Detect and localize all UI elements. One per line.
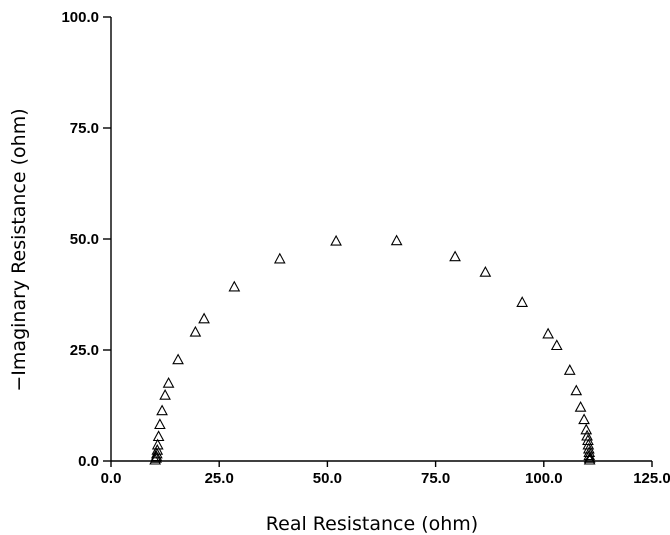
data-point [563, 364, 576, 375]
data-point [159, 388, 171, 400]
data-point [583, 449, 596, 461]
y-tick-label: 25.0 [70, 342, 99, 359]
data-point [150, 450, 163, 462]
data-point [449, 250, 461, 262]
x-tick-label: 50.0 [313, 470, 342, 487]
x-tick-label: 0.0 [101, 470, 122, 487]
data-point [189, 325, 202, 337]
data-point [151, 438, 164, 450]
data-point [151, 443, 164, 455]
y-tick-label: 100.0 [61, 9, 99, 26]
data-point [154, 418, 166, 430]
data-point [152, 430, 165, 442]
data-point [330, 234, 342, 246]
data-points [149, 234, 596, 465]
data-point [273, 252, 286, 264]
x-tick-label: 125.0 [633, 470, 670, 487]
x-tick-label: 25.0 [205, 470, 234, 487]
ticks: 0.0 25.0 50.0 75.0 100.0 125.0 0.0 25.0 50.0 75.0… [61, 9, 670, 487]
x-tick-label: 75.0 [421, 470, 450, 487]
y-tick-label: 75.0 [70, 120, 99, 137]
data-point [479, 265, 492, 277]
data-point [390, 234, 403, 246]
data-point [516, 296, 529, 307]
y-tick-label: 0.0 [78, 453, 99, 470]
y-tick-label: 50.0 [70, 231, 99, 248]
data-point [583, 451, 596, 463]
data-point [172, 353, 184, 365]
data-point [583, 453, 596, 465]
data-point [582, 442, 595, 454]
data-point [156, 404, 168, 416]
data-point [150, 447, 163, 459]
x-axis-title: Real Resistance (ohm) [266, 513, 478, 535]
data-point [580, 423, 593, 435]
data-point [228, 280, 241, 292]
data-point [550, 339, 563, 351]
data-point [581, 429, 593, 441]
x-tick-label: 100.0 [525, 470, 563, 487]
data-point [542, 327, 555, 339]
data-point [198, 312, 210, 324]
data-point [570, 384, 583, 396]
data-point [574, 400, 587, 412]
y-axis-title: −Imaginary Resistance (ohm) [8, 108, 30, 391]
data-point [578, 413, 590, 425]
data-point [162, 376, 175, 388]
